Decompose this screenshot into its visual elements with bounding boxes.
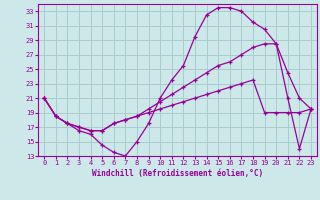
X-axis label: Windchill (Refroidissement éolien,°C): Windchill (Refroidissement éolien,°C) <box>92 169 263 178</box>
